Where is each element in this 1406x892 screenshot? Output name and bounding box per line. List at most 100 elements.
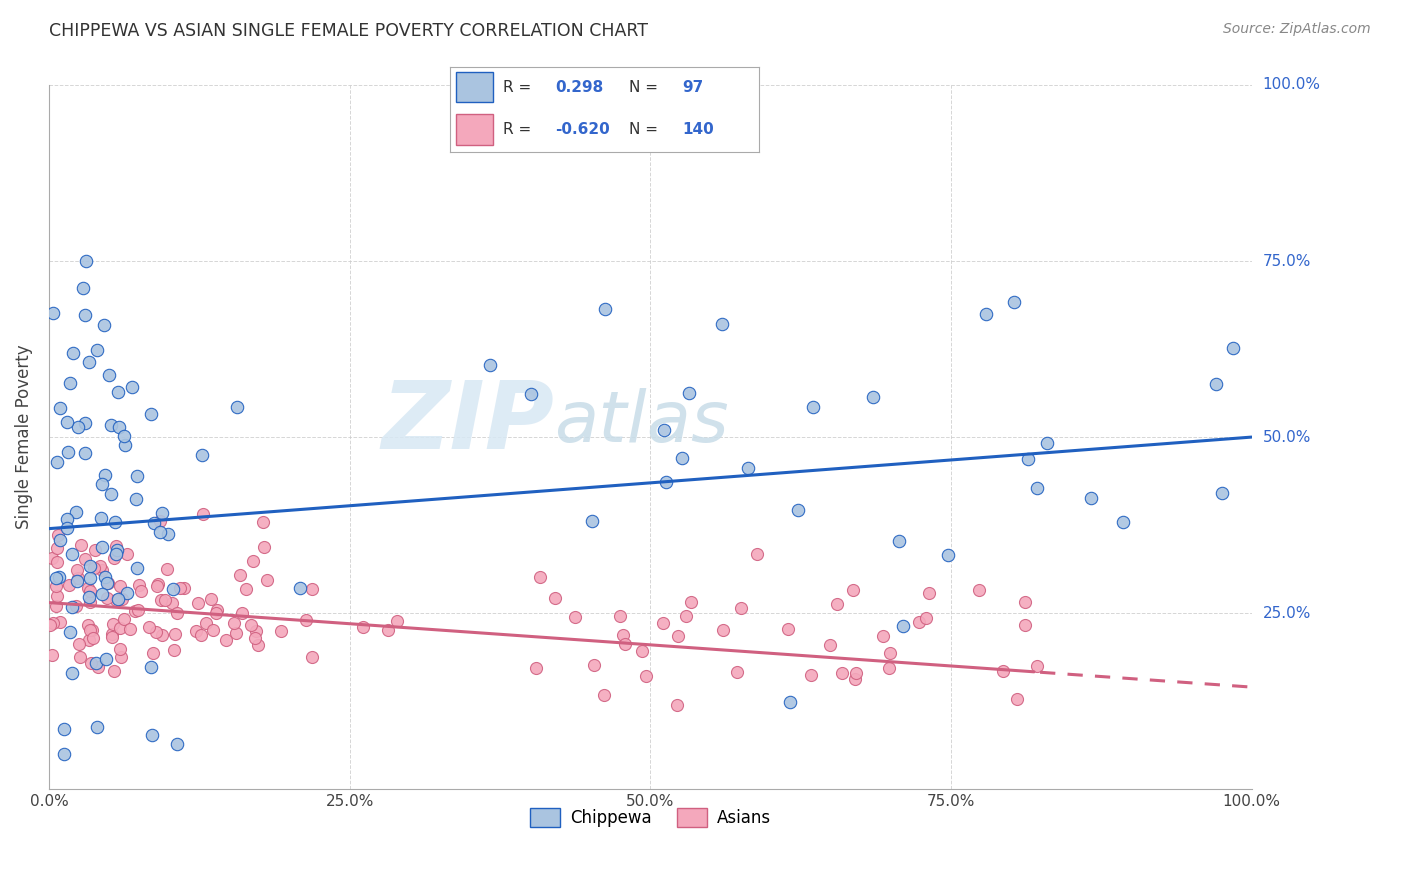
Text: 0.298: 0.298 — [555, 79, 603, 95]
Point — [146, 579, 169, 593]
Point — [918, 586, 941, 600]
Point — [105, 592, 128, 607]
Text: R =: R = — [502, 122, 530, 137]
Point — [82, 631, 104, 645]
Point — [69, 538, 91, 552]
Point — [564, 610, 586, 624]
Point — [52, 747, 75, 761]
Point — [186, 624, 208, 638]
Point — [153, 592, 176, 607]
Point — [128, 578, 150, 592]
Point — [229, 568, 252, 582]
Point — [100, 487, 122, 501]
Point — [581, 514, 603, 528]
Point — [84, 542, 107, 557]
Point — [125, 561, 148, 575]
Point — [301, 649, 323, 664]
Point — [103, 551, 125, 566]
Point — [105, 539, 128, 553]
Point — [1026, 659, 1049, 673]
Point — [108, 621, 131, 635]
Point — [679, 595, 702, 609]
Point — [112, 612, 135, 626]
Text: Source: ZipAtlas.com: Source: ZipAtlas.com — [1223, 22, 1371, 37]
Legend: Chippewa, Asians: Chippewa, Asians — [523, 801, 778, 834]
Point — [62, 346, 84, 360]
Point — [991, 664, 1014, 678]
Point — [97, 576, 120, 591]
Point — [124, 491, 146, 506]
Point — [256, 574, 278, 588]
Point — [84, 656, 107, 670]
Point — [844, 673, 866, 687]
Text: 50.0%: 50.0% — [1263, 430, 1310, 444]
Point — [73, 417, 96, 431]
Point — [651, 615, 673, 630]
Text: 25.0%: 25.0% — [1263, 606, 1310, 621]
Text: 140: 140 — [682, 122, 714, 137]
Point — [93, 467, 115, 482]
Point — [87, 660, 110, 674]
Point — [91, 541, 114, 555]
Point — [98, 368, 121, 382]
Point — [149, 525, 172, 540]
Point — [83, 560, 105, 574]
Point — [524, 661, 547, 675]
Point — [45, 589, 67, 603]
Point — [1205, 377, 1227, 392]
Point — [205, 602, 228, 616]
Point — [156, 562, 179, 576]
Point — [582, 657, 605, 672]
Point — [59, 625, 82, 640]
Point — [776, 623, 799, 637]
Point — [39, 617, 62, 632]
Point — [191, 448, 214, 462]
Point — [129, 583, 152, 598]
Point — [138, 620, 160, 634]
Point — [75, 254, 97, 268]
Point — [69, 649, 91, 664]
Point — [150, 628, 173, 642]
Point — [1014, 594, 1036, 608]
Point — [1002, 294, 1025, 309]
Point — [107, 420, 129, 434]
Point — [49, 615, 72, 629]
Point — [100, 418, 122, 433]
Point — [245, 632, 267, 646]
Point — [111, 592, 134, 607]
Point — [166, 737, 188, 751]
Point — [91, 563, 114, 577]
Point — [239, 618, 262, 632]
Point — [630, 644, 652, 658]
Point — [56, 512, 79, 526]
Point — [162, 582, 184, 596]
Point — [66, 563, 89, 577]
Point — [141, 727, 163, 741]
Point — [56, 415, 79, 429]
Point — [889, 533, 911, 548]
Point — [104, 515, 127, 529]
Point — [818, 638, 841, 652]
Point — [163, 643, 186, 657]
Point — [1017, 452, 1039, 467]
Point — [252, 516, 274, 530]
Point — [77, 355, 100, 369]
Point — [247, 639, 270, 653]
Point — [163, 626, 186, 640]
Point — [96, 576, 118, 591]
Point — [101, 630, 124, 644]
Point — [1080, 491, 1102, 505]
Point — [73, 552, 96, 566]
Point — [201, 624, 224, 638]
Point — [200, 592, 222, 607]
Point — [56, 445, 79, 459]
Point — [66, 419, 89, 434]
Point — [711, 318, 734, 332]
Point — [59, 376, 82, 390]
Point — [145, 624, 167, 639]
Point — [93, 318, 115, 332]
Point — [117, 547, 139, 561]
Point — [152, 506, 174, 520]
Text: R =: R = — [502, 79, 530, 95]
Point — [593, 688, 616, 702]
